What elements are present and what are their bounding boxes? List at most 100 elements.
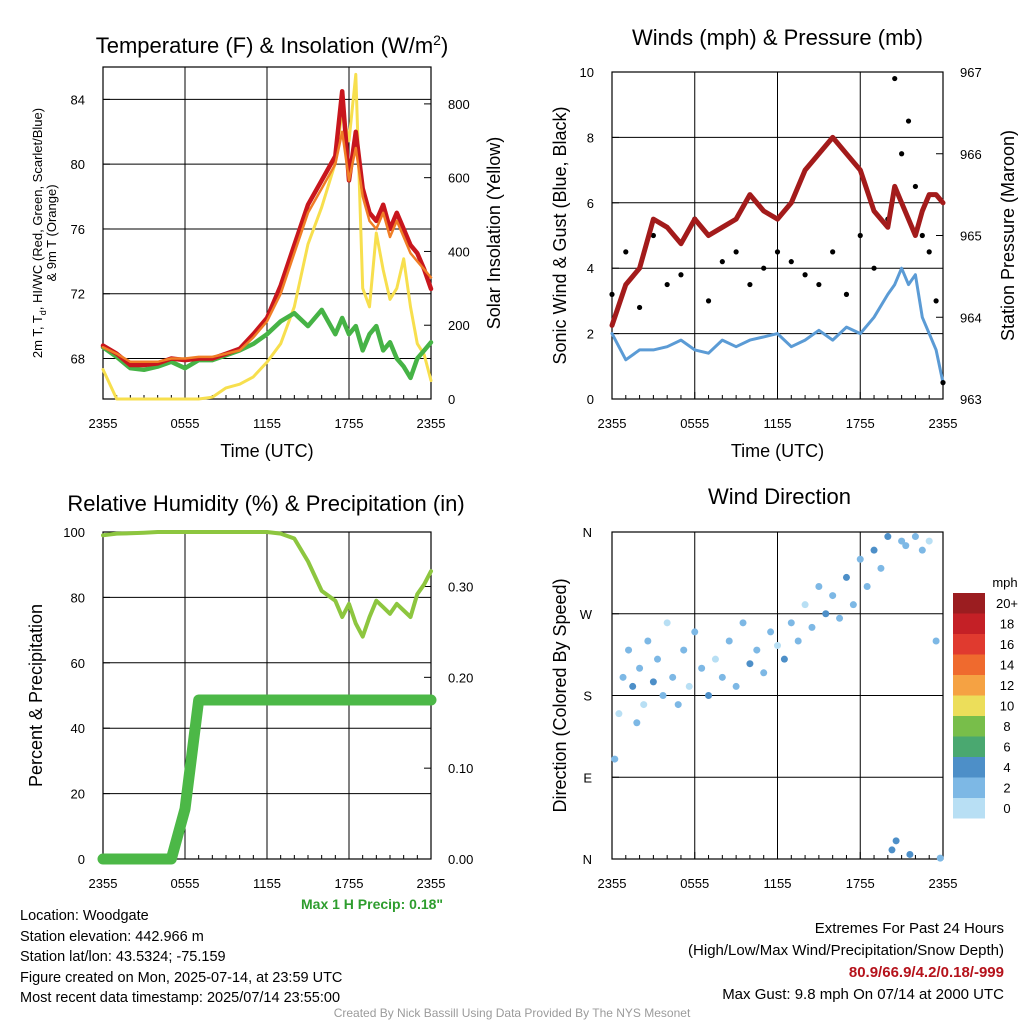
wind-direction-point [633,719,641,727]
pressure-line [609,134,946,328]
gust-point [830,249,836,255]
colorbar-label: 12 [1000,678,1014,693]
colorbar-swatch [953,654,985,675]
colorbar-swatch [953,777,985,798]
x-tick-label: 1155 [253,876,281,891]
wind-direction-point [801,601,809,609]
relative-humidity-line [101,530,433,639]
wind-direction-point [629,682,637,690]
credit-text: Created By Nick Bassill Using Data Provi… [333,1006,691,1020]
extremes-heading: Extremes For Past 24 Hours [814,920,1004,937]
gust-point [761,265,767,271]
wind-direction-point [732,682,740,690]
x-tick-label: 2355 [598,876,627,891]
x-tick-label: 1755 [335,876,364,891]
wind-direction-point [870,546,878,554]
wind-direction-point [898,537,906,545]
wind-direction-point [906,850,914,858]
wind-direction-point [625,646,633,654]
x-tick-label: 1155 [764,416,792,431]
y-tick-label-left: S [583,689,592,704]
y-tick-label-left: E [583,770,592,785]
wind-direction-point [680,646,688,654]
wind-direction-point [725,637,733,645]
wind-direction-point [739,619,747,627]
wind-direction-point [925,537,933,545]
wind-direction-point [698,664,706,672]
y-tick-label-left: 40 [71,721,85,736]
dewpoint-line [100,307,434,381]
x-tick-label: 1755 [335,416,364,431]
colorbar-unit: mph [992,575,1017,590]
y-tick-label-left: 60 [71,656,85,671]
y-axis-title-right: Station Pressure (Maroon) [998,130,1018,341]
x-tick-label: 2355 [417,876,446,891]
y-tick-label-right: 967 [960,65,982,80]
extremes-values: 80.9/66.9/4.2/0.18/-999 [848,964,1004,981]
y-tick-label-left: 0 [78,852,85,867]
latlon-text: Station lat/lon: 43.5324; -75.159 [20,949,226,965]
x-tick-label: 1155 [764,876,792,891]
colorbar-swatch [953,716,985,737]
y-axis-title-left-line2: & 9m T (Orange) [44,184,59,281]
x-tick-label: 1155 [253,416,281,431]
wind-direction-point [760,669,768,677]
wind-direction-point [936,854,944,862]
wind-direction-point [911,533,919,541]
y-tick-label-left: 76 [71,222,85,237]
wind-direction-point [644,637,652,645]
timestamp-text: Most recent data timestamp: 2025/07/14 2… [20,990,341,1006]
gust-point [926,249,932,255]
colorbar-swatch [953,736,985,757]
x-tick-label: 0555 [171,876,200,891]
wind-direction-point [863,583,871,590]
y-tick-label-left: 0 [587,392,594,407]
wind-direction-point [619,673,627,681]
y-axis-title-left: Percent & Precipitation [26,604,46,787]
gust-point [623,249,629,255]
y-axis-title-right: Solar Insolation (Yellow) [484,137,504,329]
wind-direction-point [836,614,844,622]
colorbar-swatch [953,593,985,614]
gust-point [719,259,725,265]
wind-direction-point [746,660,754,668]
gust-point [933,298,939,304]
gust-point [733,249,739,255]
temp-9m-line [101,130,433,364]
colorbar-swatch [953,613,985,634]
y-axis-title-left: Sonic Wind & Gust (Blue, Black) [550,106,570,364]
y-tick-label-right: 966 [960,147,982,162]
wind-speed-line [610,266,945,385]
chart-title: Temperature (F) & Insolation (W/m2) [96,32,449,58]
colorbar-swatch [953,675,985,696]
y-tick-label-right: 0.10 [448,761,473,776]
gust-point [609,291,615,297]
wind-direction-point [877,564,885,572]
solar-insolation-line [101,72,433,401]
wind-direction-point [615,710,623,718]
precipitation-line [97,694,437,865]
chart-title: Relative Humidity (%) & Precipitation (i… [67,491,464,516]
x-tick-label: 2355 [598,416,627,431]
gust-point [816,281,822,288]
gust-point [940,380,946,386]
wind-direction-point [767,628,775,636]
gust-point [774,249,781,255]
y-tick-label-left: 20 [71,787,85,802]
y-tick-label-left: 100 [63,525,85,540]
wind-direction-point [774,642,781,650]
wind-direction-point [640,701,648,709]
colorbar-label: 18 [1000,617,1014,632]
colorbar-label: 8 [1003,719,1010,734]
chart-title: Wind Direction [708,484,851,509]
y-tick-label-right: 965 [960,229,982,244]
y-tick-label-right: 400 [448,244,470,259]
x-tick-label: 1755 [846,876,875,891]
wind-direction-point [822,610,830,618]
gust-point [843,291,850,297]
x-axis-title: Time (UTC) [220,441,313,461]
y-tick-label-left: 6 [587,196,594,211]
created-text: Figure created on Mon, 2025-07-14, at 23… [20,969,343,986]
y-axis-title: Direction (Colored By Speed) [550,578,570,812]
wind-direction-point [711,655,719,663]
